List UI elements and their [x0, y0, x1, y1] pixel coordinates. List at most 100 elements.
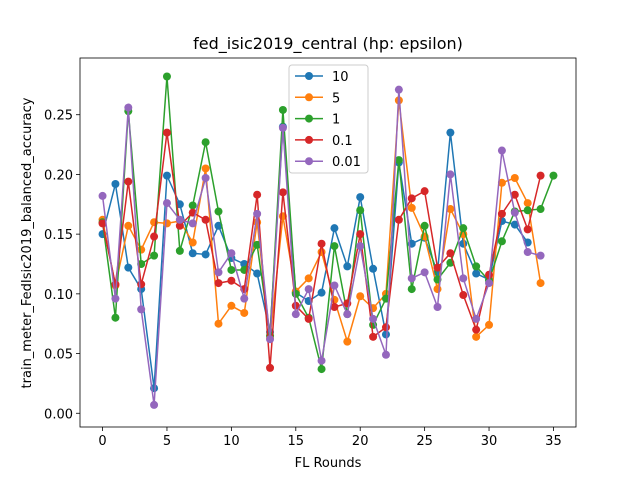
- data-point: [407, 274, 416, 283]
- data-point: [420, 187, 429, 196]
- data-point: [111, 294, 120, 303]
- data-point: [407, 194, 416, 203]
- data-point: [381, 330, 390, 339]
- data-point: [162, 128, 171, 137]
- x-tick-label: 35: [545, 434, 562, 449]
- data-point: [317, 365, 326, 374]
- data-point: [433, 285, 442, 294]
- legend-entry-label: 0.01: [332, 155, 361, 170]
- data-point: [278, 105, 287, 114]
- data-point: [175, 221, 184, 230]
- legend-marker: [305, 72, 313, 80]
- data-point: [162, 171, 171, 180]
- data-point: [523, 225, 532, 234]
- data-point: [330, 242, 339, 251]
- data-point: [330, 302, 339, 311]
- data-point: [150, 251, 159, 260]
- y-tick-label: 0.10: [44, 288, 73, 303]
- data-point: [407, 285, 416, 294]
- axes: 0 5 10 15 20 25 30 350.000.050.100.150.200.25: [44, 57, 577, 449]
- data-point: [510, 220, 519, 229]
- data-point: [536, 171, 545, 180]
- plot-area: [98, 72, 558, 409]
- data-point: [394, 85, 403, 94]
- data-point: [497, 178, 506, 187]
- data-point: [124, 103, 133, 112]
- data-point: [497, 237, 506, 246]
- data-point: [201, 250, 210, 259]
- legend-marker: [305, 114, 313, 123]
- data-point: [278, 188, 287, 197]
- data-point: [175, 246, 184, 255]
- x-tick-label: 0: [98, 434, 106, 449]
- data-point: [253, 240, 262, 249]
- data-point: [420, 268, 429, 277]
- data-point: [162, 199, 171, 208]
- data-point: [420, 221, 429, 230]
- data-point: [240, 294, 249, 303]
- legend-entry-label: 10: [332, 70, 349, 85]
- data-point: [291, 289, 300, 298]
- data-point: [343, 310, 352, 319]
- legend-box: [288, 64, 369, 174]
- data-point: [266, 363, 275, 372]
- data-point: [381, 323, 390, 332]
- y-tick-label: 0.05: [44, 348, 73, 363]
- data-point: [472, 269, 481, 278]
- data-point: [137, 245, 146, 254]
- data-point: [291, 310, 300, 319]
- legend-entry-label: 0.1: [332, 134, 353, 149]
- data-point: [137, 305, 146, 314]
- data-point: [394, 156, 403, 165]
- legend-entry-label: 1: [332, 113, 340, 128]
- data-point: [472, 314, 481, 323]
- data-point: [278, 123, 287, 132]
- data-point: [407, 203, 416, 212]
- data-point: [188, 219, 197, 228]
- data-point: [459, 239, 468, 248]
- data-point: [214, 319, 223, 328]
- chart-title: fed_isic2019_central (hp: epsilon): [193, 34, 463, 54]
- data-point: [253, 269, 262, 278]
- data-point: [536, 279, 545, 288]
- legend: 10 5 1 0.1 0.01: [288, 64, 369, 174]
- data-point: [330, 281, 339, 290]
- data-point: [317, 239, 326, 248]
- data-point: [356, 206, 365, 215]
- x-tick-label: 5: [163, 434, 171, 449]
- data-point: [549, 171, 558, 180]
- y-tick-label: 0.25: [44, 109, 73, 124]
- data-point: [446, 128, 455, 137]
- data-point: [433, 302, 442, 311]
- data-point: [227, 265, 236, 274]
- data-point: [536, 251, 545, 260]
- data-point: [227, 276, 236, 285]
- data-point: [446, 205, 455, 214]
- data-point: [536, 205, 545, 214]
- legend-marker: [305, 157, 313, 166]
- data-point: [188, 249, 197, 258]
- x-tick-label: 15: [288, 434, 305, 449]
- data-point: [227, 249, 236, 258]
- data-point: [369, 332, 378, 341]
- data-point: [485, 320, 494, 329]
- legend-marker: [305, 93, 313, 102]
- x-tick-label: 25: [416, 434, 433, 449]
- y-tick-label: 0.15: [44, 228, 73, 243]
- data-point: [162, 72, 171, 81]
- data-point: [356, 292, 365, 301]
- data-point: [227, 301, 236, 310]
- data-point: [472, 325, 481, 334]
- data-point: [201, 138, 210, 147]
- data-point: [111, 313, 120, 322]
- data-point: [497, 146, 506, 155]
- data-point: [124, 263, 133, 272]
- data-point: [214, 279, 223, 288]
- data-point: [124, 177, 133, 186]
- data-point: [343, 337, 352, 346]
- data-point: [266, 335, 275, 344]
- y-tick-label: 0.00: [44, 407, 73, 422]
- x-tick-label: 20: [352, 434, 369, 449]
- data-point: [150, 400, 159, 409]
- axes-frame: [79, 57, 577, 428]
